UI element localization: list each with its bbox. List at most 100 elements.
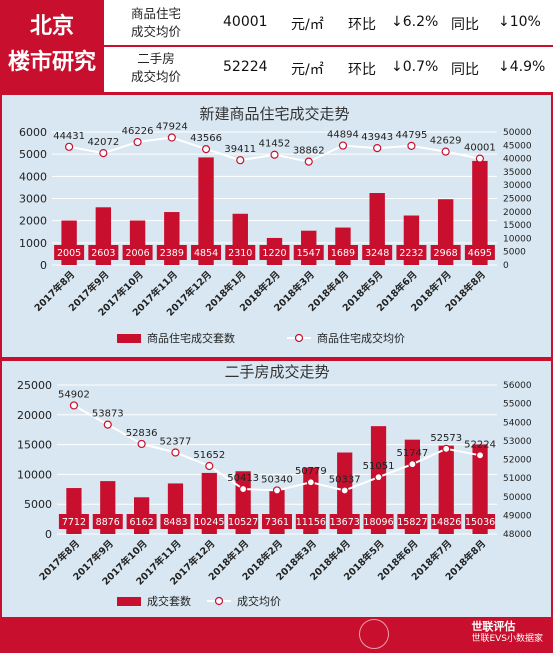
price-point <box>201 145 211 154</box>
new-home-chart-panel: 新建商品住宅成交走势 0 1000 2000 3000 4000 5000 6000 0 5000… <box>2 95 551 357</box>
bar-value-label-bg <box>295 514 326 529</box>
row-label-line1: 商品住宅 <box>130 6 181 21</box>
price-label: 52377 <box>160 436 192 447</box>
bar <box>438 445 454 534</box>
row-label-line2: 成交均价 <box>130 24 181 39</box>
legend-line-marker <box>214 596 224 606</box>
price-point <box>441 147 450 156</box>
bar-value-label: 2006 <box>125 248 149 259</box>
price-label: 50413 <box>227 473 259 484</box>
bar-value-label-bg <box>225 245 256 260</box>
bar-value-label: 15827 <box>397 517 427 528</box>
price-label: 50779 <box>295 466 327 477</box>
bar-value-label-bg <box>156 245 187 260</box>
bar-value-label: 11156 <box>296 517 326 528</box>
price-point <box>306 478 315 487</box>
yoy-value: ↓4.9% <box>498 59 546 75</box>
chart-title: 新建商品住宅成交走势 <box>199 105 349 123</box>
brand-title-city: 北京 <box>29 14 74 39</box>
y-right-tick-label: 15000 <box>503 221 532 231</box>
price-label: 41452 <box>259 139 291 150</box>
y-right-tick-label: 50000 <box>503 493 532 503</box>
bar-value-label: 4695 <box>468 248 492 259</box>
price-label: 44795 <box>396 130 428 141</box>
price-label: 42629 <box>430 136 462 147</box>
bar-value-label-bg <box>396 245 427 260</box>
y-right-tick-label: 49000 <box>503 511 532 521</box>
price-label: 50340 <box>261 474 293 485</box>
price-label: 54902 <box>58 389 90 400</box>
y-left-tick-label: 15000 <box>17 439 52 452</box>
bar-value-label-bg <box>259 245 290 260</box>
price-point <box>167 133 176 142</box>
bar-value-label-bg <box>327 245 358 260</box>
bar-value-label: 2310 <box>228 248 252 259</box>
price-point <box>65 142 74 151</box>
y-right-tick-label: 20000 <box>503 208 532 218</box>
bar-value-label: 4854 <box>194 248 218 259</box>
price-label: 46226 <box>122 126 154 137</box>
mom-value: ↓6.2% <box>391 14 439 30</box>
price-point <box>99 148 108 158</box>
mom-label: 环比 <box>348 62 376 78</box>
bar-value-label-bg <box>191 245 222 260</box>
price-value: 40001 <box>223 14 268 30</box>
bar-value-label: 2232 <box>399 248 423 259</box>
y-left-tick-label: 1000 <box>19 237 47 250</box>
bar-value-label: 3248 <box>365 248 389 259</box>
price-label: 51051 <box>363 461 395 472</box>
y-left-tick-label: 0 <box>45 528 52 541</box>
resale-chart-panel: 二手房成交走势 0 5000 10000 15000 20000 25000 48000 490… <box>2 361 551 617</box>
y-left-tick-label: 3000 <box>19 193 47 206</box>
price-point <box>239 484 248 494</box>
y-right-tick-label: 56000 <box>503 381 532 391</box>
y-left-tick-label: 5000 <box>24 498 52 511</box>
bar-value-label: 1689 <box>331 248 355 259</box>
price-label: 42072 <box>87 137 119 148</box>
y-right-tick-label: 40000 <box>503 155 532 165</box>
legend-line-label: 成交均价 <box>237 594 281 608</box>
bar <box>472 160 488 265</box>
row-label-line1: 二手房 <box>137 51 175 66</box>
price-unit: 元/㎡ <box>291 17 324 33</box>
legend-line-label: 商品住宅成交均价 <box>317 331 405 345</box>
bar-value-label-bg <box>262 514 292 529</box>
price-point <box>133 137 142 147</box>
price-point <box>442 444 451 453</box>
bar-value-label: 2603 <box>91 248 115 259</box>
price-point <box>171 448 180 457</box>
price-point <box>475 451 485 460</box>
bar-value-label-bg <box>465 514 496 529</box>
price-label: 38862 <box>293 146 325 157</box>
bar-value-label-bg <box>363 514 394 529</box>
y-right-tick-label: 10000 <box>503 234 532 244</box>
bar-value-label: 7712 <box>62 517 86 528</box>
bar-value-label-bg <box>88 245 119 260</box>
yoy-label: 同比 <box>451 62 479 78</box>
bar-value-label: 2389 <box>160 248 184 259</box>
y-right-tick-label: 51000 <box>503 474 532 484</box>
price-label: 43943 <box>361 132 393 143</box>
y-left-tick-label: 0 <box>40 259 47 272</box>
bar-value-label-bg <box>54 245 85 260</box>
bar-value-label: 14826 <box>431 517 461 528</box>
y-right-tick-label: 35000 <box>503 168 532 178</box>
price-label: 44894 <box>327 130 359 141</box>
header: 北京 楼市研究 商品住宅 成交均价 40001 元/㎡ 环比 ↓6.2% 同比 ↓… <box>0 0 553 92</box>
y-right-tick-label: 30000 <box>503 181 532 191</box>
price-point <box>407 141 416 150</box>
y-right-tick-label: 48000 <box>503 530 532 540</box>
y-right-tick-label: 5000 <box>503 248 526 258</box>
yoy-value: ↓10% <box>498 14 541 30</box>
row-label: 商品住宅 成交均价 <box>106 5 206 41</box>
y-left-tick-label: 5000 <box>19 148 47 161</box>
price-point <box>374 473 383 482</box>
y-right-tick-label: 45000 <box>503 141 532 151</box>
y-right-tick-label: 0 <box>503 261 509 271</box>
new-home-price-row: 商品住宅 成交均价 40001 元/㎡ 环比 ↓6.2% 同比 ↓10% <box>106 2 553 46</box>
mom-label: 环比 <box>348 17 376 33</box>
resale-price-row: 二手房 成交均价 52224 元/㎡ 环比 ↓0.7% 同比 ↓4.9% <box>106 47 553 91</box>
price-point <box>137 439 146 449</box>
legend-bar-label: 成交套数 <box>147 594 191 608</box>
